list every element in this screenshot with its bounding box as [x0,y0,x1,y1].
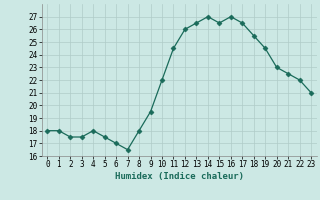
X-axis label: Humidex (Indice chaleur): Humidex (Indice chaleur) [115,172,244,181]
